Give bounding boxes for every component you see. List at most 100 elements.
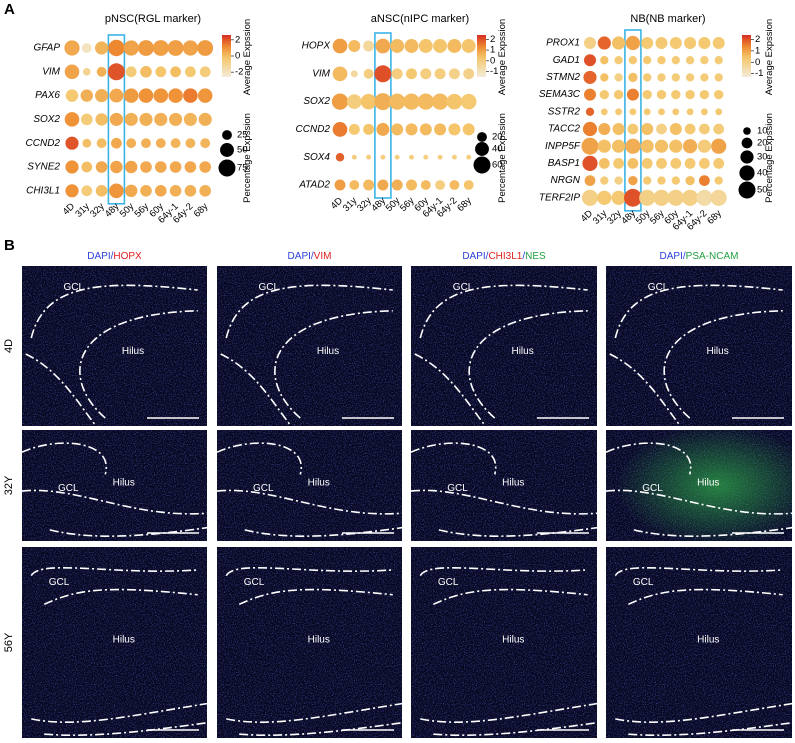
region-outline bbox=[614, 566, 783, 577]
dot bbox=[696, 189, 713, 206]
header-part: VIM bbox=[314, 251, 332, 262]
gene-label: SOX2 bbox=[33, 114, 60, 125]
gene-label: STMN2 bbox=[546, 72, 580, 83]
dot bbox=[461, 39, 476, 53]
dot bbox=[346, 94, 362, 109]
region-label: Hilus bbox=[706, 346, 728, 357]
dot bbox=[434, 123, 447, 136]
dot bbox=[639, 189, 656, 206]
dot bbox=[656, 158, 667, 169]
region-outline bbox=[238, 588, 393, 606]
dot bbox=[643, 56, 652, 65]
dot bbox=[81, 43, 92, 53]
dot bbox=[641, 122, 654, 136]
size-legend-label: 30 bbox=[757, 152, 768, 163]
dot bbox=[628, 72, 638, 83]
dot bbox=[95, 113, 108, 126]
dot bbox=[699, 175, 710, 186]
dot bbox=[140, 161, 152, 173]
dot bbox=[583, 54, 597, 67]
dot bbox=[627, 123, 639, 135]
region-label: GCL bbox=[642, 483, 663, 494]
dot bbox=[184, 161, 197, 173]
region-outline bbox=[21, 442, 108, 475]
size-legend-label: 60 bbox=[492, 160, 503, 171]
colorbar-tick-label: 0 bbox=[490, 55, 495, 66]
size-legend-label: 25 bbox=[237, 130, 248, 141]
region-outline bbox=[627, 588, 783, 606]
gene-label: VIM bbox=[312, 68, 330, 79]
dot bbox=[581, 189, 599, 206]
dot bbox=[684, 158, 696, 169]
region-outline bbox=[605, 442, 692, 475]
header-part: / bbox=[683, 251, 686, 262]
region-outline bbox=[419, 566, 588, 577]
dot bbox=[699, 89, 710, 100]
column-header: DAPI/CHI3L1/NES bbox=[462, 251, 546, 262]
size-legend-label: 40 bbox=[757, 168, 768, 179]
region-outline bbox=[25, 353, 97, 427]
dot bbox=[167, 40, 184, 56]
gene-label: GAD1 bbox=[553, 55, 580, 66]
dot bbox=[447, 39, 462, 53]
dot bbox=[612, 139, 626, 153]
size-legend-title: Percentage Expssion bbox=[497, 113, 508, 203]
size-legend-dot bbox=[738, 181, 756, 199]
dot bbox=[462, 123, 475, 136]
dot bbox=[404, 39, 419, 53]
size-legend-dot bbox=[222, 130, 232, 140]
colorbar bbox=[742, 35, 751, 77]
panel-label: A bbox=[4, 1, 15, 18]
dot bbox=[182, 40, 199, 56]
dot bbox=[627, 158, 639, 169]
colorbar-tick-label: 1 bbox=[755, 45, 760, 56]
dot bbox=[434, 68, 446, 80]
region-outline bbox=[244, 526, 403, 537]
dot bbox=[108, 39, 125, 57]
size-legend-label: 40 bbox=[492, 144, 503, 155]
region-outline bbox=[410, 442, 497, 475]
region-outline bbox=[225, 284, 393, 339]
dot bbox=[671, 56, 680, 65]
dot bbox=[582, 121, 598, 137]
gene-label: ATAD2 bbox=[298, 180, 330, 191]
header-part: DAPI bbox=[660, 251, 683, 262]
dot bbox=[390, 39, 405, 53]
size-legend-label: 50 bbox=[237, 145, 248, 156]
dot bbox=[360, 93, 377, 110]
colorbar-tick-label: -1 bbox=[755, 68, 763, 79]
dot bbox=[698, 36, 711, 50]
dot bbox=[185, 66, 196, 78]
dot bbox=[699, 158, 710, 169]
dot bbox=[82, 138, 92, 148]
dot bbox=[80, 89, 94, 102]
dot bbox=[349, 180, 360, 190]
dot bbox=[628, 56, 638, 65]
header-part: / bbox=[522, 251, 525, 262]
dot bbox=[641, 158, 653, 169]
dot bbox=[405, 123, 418, 136]
region-outline bbox=[663, 310, 783, 419]
dot bbox=[199, 66, 211, 78]
gene-label: NRGN bbox=[551, 175, 581, 186]
dot bbox=[431, 93, 449, 110]
dot bbox=[585, 107, 595, 116]
dot bbox=[350, 70, 358, 78]
dot bbox=[65, 136, 79, 150]
highlight-box bbox=[374, 32, 392, 199]
region-label: GCL bbox=[453, 282, 474, 293]
dot bbox=[669, 36, 682, 50]
dot bbox=[332, 122, 348, 137]
dot bbox=[657, 73, 666, 82]
size-legend-dot bbox=[739, 165, 755, 181]
dot bbox=[81, 161, 93, 173]
gene-label: CCND2 bbox=[296, 124, 331, 135]
color-legend-title: Average Expssion bbox=[242, 19, 253, 95]
colorbar-tick-label: 2 bbox=[755, 34, 760, 45]
dot bbox=[124, 160, 138, 174]
region-label: Hilus bbox=[122, 346, 144, 357]
region-outline bbox=[79, 310, 198, 419]
dot bbox=[625, 35, 641, 51]
dot bbox=[140, 65, 152, 78]
